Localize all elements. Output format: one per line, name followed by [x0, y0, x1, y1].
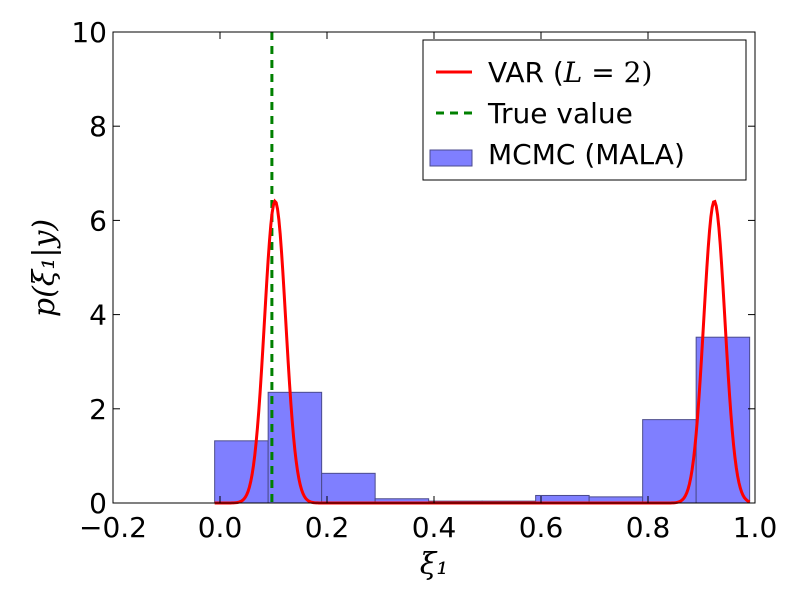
axis-ticks	[112, 31, 756, 504]
legend-mcmc-label: MCMC (MALA)	[488, 138, 685, 171]
axis-tick-labels: −0.2 0.0 0.2 0.4 0.6 0.8 1.0 0 2 4 6 8 10	[71, 16, 777, 544]
x-tick-label: 0.0	[198, 511, 243, 544]
y-tick-label: 2	[89, 393, 107, 426]
y-tick-label: 0	[89, 487, 107, 520]
histogram-bar-0	[214, 440, 269, 504]
y-axis-label: p(ξ₁|y)	[27, 219, 62, 317]
legend: VAR (L = 2) True value MCMC (MALA)	[422, 39, 747, 181]
legend-true-label: True value	[487, 97, 633, 130]
legend-var-label: VAR (L = 2)	[488, 56, 652, 89]
legend-box	[422, 39, 747, 181]
x-tick-label: 1.0	[733, 511, 778, 544]
x-axis-label: ξ₁	[420, 547, 449, 582]
histogram-bars	[214, 336, 751, 504]
y-tick-label: 6	[89, 204, 107, 237]
x-tick-label: −0.2	[79, 511, 147, 544]
x-tick-label: 0.4	[412, 511, 457, 544]
x-tick-label: 0.6	[519, 511, 564, 544]
histogram-bar-9	[695, 336, 751, 504]
legend-mcmc-swatch	[429, 149, 473, 167]
histogram-bar-2	[321, 472, 376, 504]
y-tick-label: 4	[89, 299, 107, 332]
x-tick-label: 0.8	[626, 511, 671, 544]
x-tick-label: 0.2	[305, 511, 350, 544]
y-tick-label: 10	[71, 16, 107, 49]
y-tick-label: 8	[89, 110, 107, 143]
